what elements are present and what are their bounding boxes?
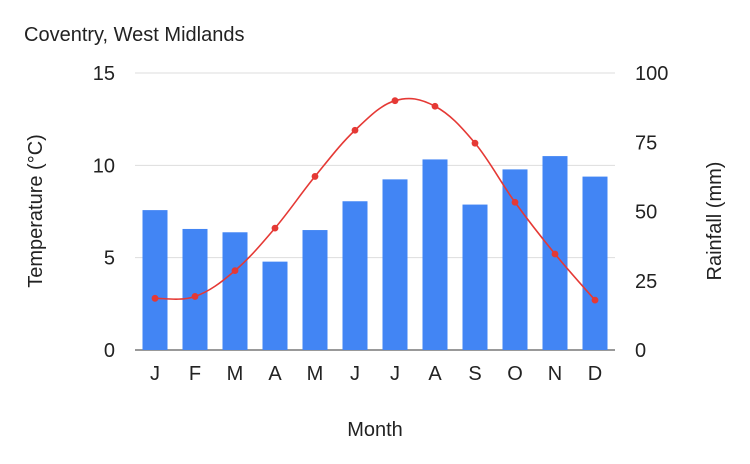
temperature-point [551,250,559,258]
gridlines [135,72,615,351]
x-axis-label: Month [347,419,403,441]
rainfall-bar [342,201,368,350]
rainfall-bar [382,179,408,350]
x-tick-label: J [390,363,400,385]
temperature-point [351,126,359,134]
rainfall-bar [222,232,248,350]
x-tick-label: D [588,363,602,385]
right-y-tick-label: 50 [635,202,657,224]
right-y-tick-labels: 0 25 50 75 100 [635,63,668,362]
right-y-tick-label: 75 [635,132,657,154]
temperature-points [151,97,599,304]
rainfall-bar [262,261,288,350]
chart-title: Coventry, West Midlands [24,24,244,46]
temperature-point [431,102,439,110]
left-y-tick-label: 0 [104,340,115,362]
x-tick-label: F [189,363,201,385]
temperature-point [391,97,399,105]
x-tick-label: S [468,363,481,385]
x-tick-label: J [150,363,160,385]
left-y-axis-label: Temperature (°C) [25,134,47,288]
rainfall-bar [182,228,208,350]
temperature-point [231,267,239,274]
rainfall-bar [422,159,448,350]
left-y-tick-label: 10 [93,155,115,177]
temperature-point [591,296,599,304]
rainfall-bar [142,210,168,350]
x-tick-label: M [307,363,324,385]
x-tick-label: A [268,363,282,385]
temperature-point [151,294,159,302]
left-y-tick-label: 5 [104,248,115,270]
temperature-line [154,97,596,301]
temperature-line-layer [154,97,596,301]
rainfall-bar [462,204,488,350]
right-y-tick-label: 25 [635,271,657,293]
right-y-tick-label: 100 [635,63,668,85]
x-tick-label: A [428,363,442,385]
x-tick-label: O [507,363,523,385]
right-y-axis-label: Rainfall (mm) [704,162,726,281]
x-tick-label: M [227,363,244,385]
temperature-point [271,224,279,232]
rainfall-bar [502,169,528,350]
right-y-tick-label: 0 [635,340,646,362]
x-tick-label: J [350,363,360,385]
temperature-point [311,173,319,180]
rainfall-bars [142,156,608,350]
temperature-point [511,198,519,206]
left-y-tick-label: 15 [93,63,115,85]
x-tick-label: N [548,363,562,385]
rainfall-bar [302,230,328,350]
left-y-tick-labels: 0 5 10 15 [93,63,115,362]
temperature-point [191,293,199,300]
temperature-point [471,139,479,147]
rainfall-bar [582,176,608,350]
